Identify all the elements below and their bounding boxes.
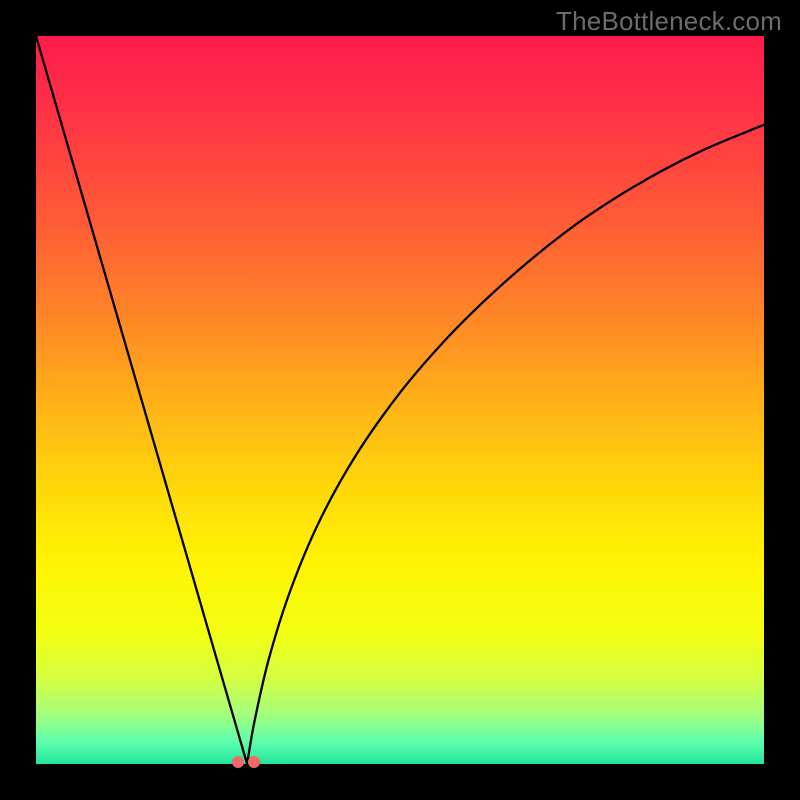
highlight-marker bbox=[232, 756, 244, 768]
gradient-background bbox=[36, 36, 764, 764]
plot-area bbox=[36, 36, 764, 764]
chart-container: TheBottleneck.com bbox=[0, 0, 800, 800]
highlight-marker bbox=[248, 756, 260, 768]
watermark-text: TheBottleneck.com bbox=[556, 6, 782, 37]
